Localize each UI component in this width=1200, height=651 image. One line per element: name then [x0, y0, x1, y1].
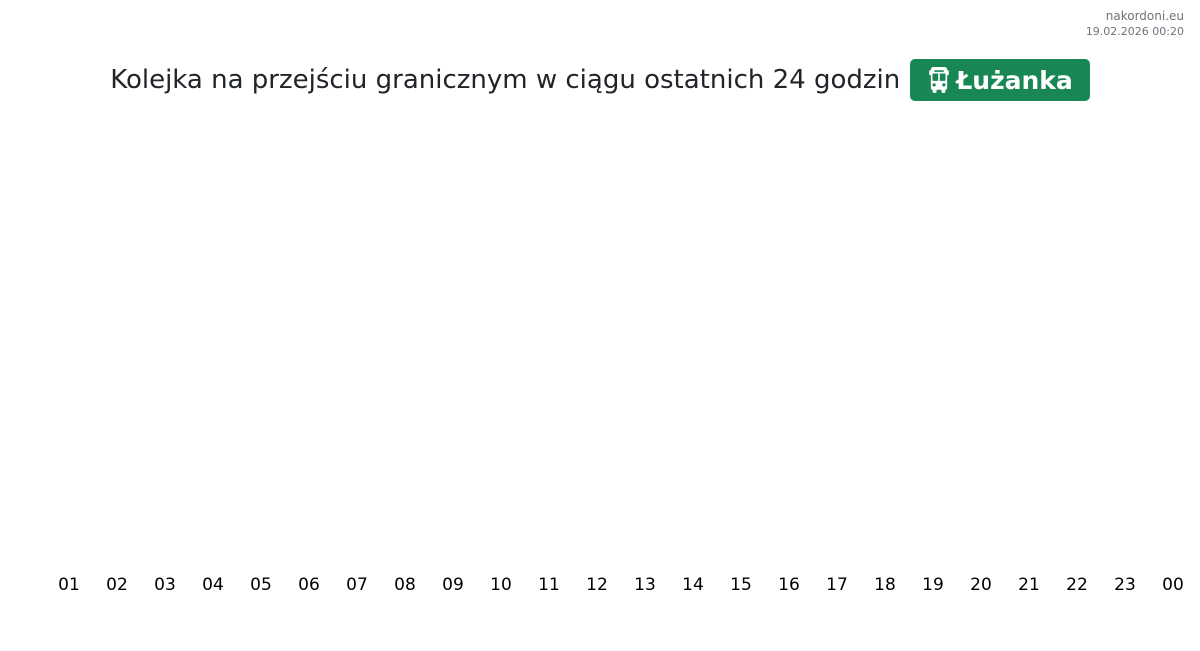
x-tick-label: 23 [1114, 575, 1136, 595]
queue-chart: 01 02 03 04 05 06 07 08 09 10 11 12 13 14 15 16 17 18 19 20… [58, 575, 1184, 595]
x-tick-label: 21 [1018, 575, 1040, 595]
x-tick-label: 00 [1162, 575, 1184, 595]
bus-icon [929, 67, 949, 93]
x-tick-label: 14 [682, 575, 704, 595]
x-tick-label: 07 [346, 575, 368, 595]
x-tick-label: 04 [202, 575, 224, 595]
x-tick-label: 10 [490, 575, 512, 595]
page-title: Kolejka na przejściu granicznym w ciągu … [110, 65, 901, 95]
x-tick-label: 16 [778, 575, 800, 595]
x-tick-label: 05 [250, 575, 272, 595]
crossing-badge[interactable]: Łużanka [910, 59, 1090, 101]
x-tick-label: 06 [298, 575, 320, 595]
site-name: nakordoni.eu [1105, 9, 1184, 23]
x-tick-label: 19 [922, 575, 944, 595]
site-info: nakordoni.eu 19.02.2026 00:20 [1086, 9, 1184, 40]
x-tick-label: 13 [634, 575, 656, 595]
x-tick-label: 20 [970, 575, 992, 595]
x-tick-label: 03 [154, 575, 176, 595]
x-tick-label: 17 [826, 575, 848, 595]
x-tick-label: 15 [730, 575, 752, 595]
x-tick-label: 02 [106, 575, 128, 595]
x-tick-label: 22 [1066, 575, 1088, 595]
x-tick-label: 08 [394, 575, 416, 595]
badge-label: Łużanka [956, 65, 1073, 95]
x-tick-label: 18 [874, 575, 896, 595]
x-tick-label: 09 [442, 575, 464, 595]
timestamp: 19.02.2026 00:20 [1085, 25, 1184, 38]
x-tick-label: 01 [58, 575, 80, 595]
x-tick-label: 11 [538, 575, 560, 595]
header: Kolejka na przejściu granicznym w ciągu … [0, 59, 1200, 101]
x-tick-label: 12 [586, 575, 608, 595]
